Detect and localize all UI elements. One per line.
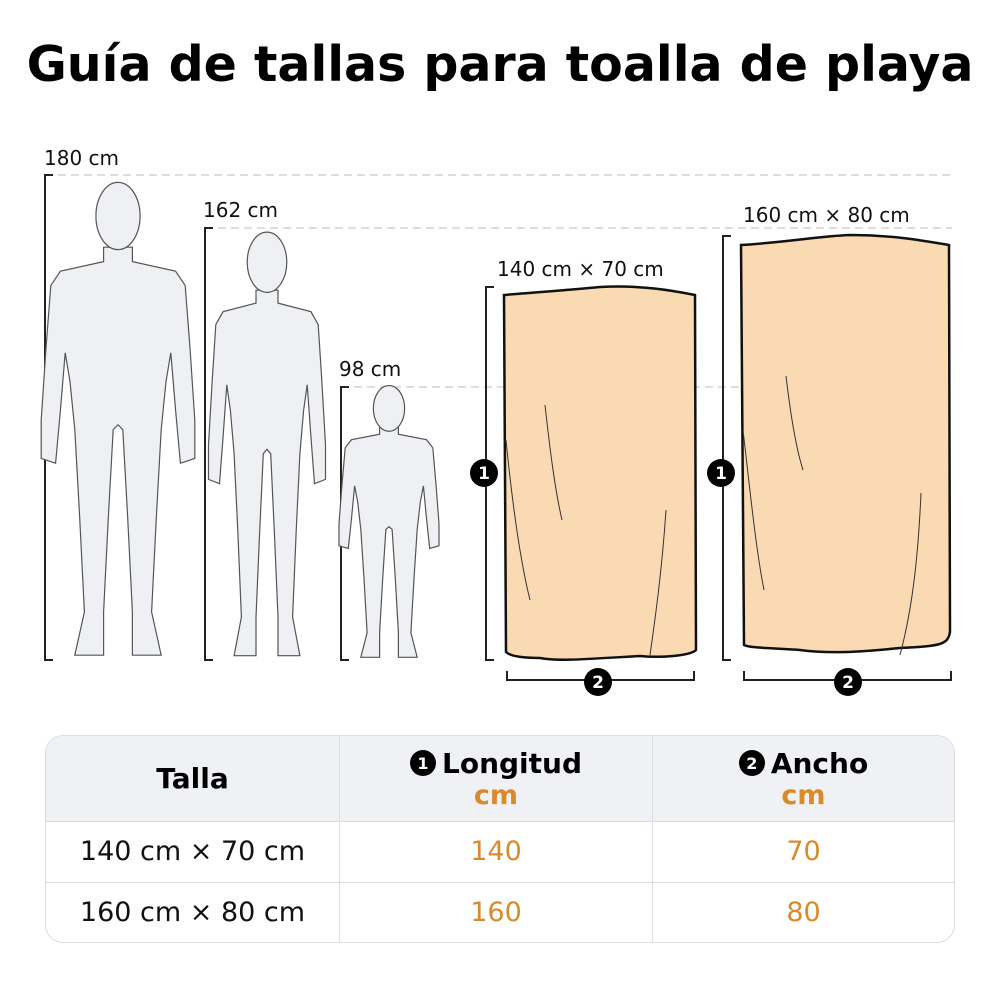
length-cell: 160 <box>470 896 522 928</box>
badge-length-2: 1 <box>707 459 735 487</box>
table-header: Talla 1 Longitud cm 2 Ancho cm <box>46 736 954 822</box>
towel-large <box>739 233 952 654</box>
page-title: Guía de tallas para toalla de playa <box>26 36 974 93</box>
badge-width-2: 2 <box>834 668 862 696</box>
towel-fold <box>899 492 922 656</box>
man-head <box>95 181 141 251</box>
badge-width-1: 2 <box>584 668 612 696</box>
woman-silhouette <box>207 289 327 657</box>
header-size: Talla <box>156 762 229 795</box>
length-cell: 140 <box>470 836 522 867</box>
length-bracket-towel-2 <box>722 235 731 661</box>
woman-head <box>246 231 288 293</box>
svg-text:2: 2 <box>842 673 854 693</box>
table-row: 160 cm × 80 cm 160 80 <box>46 882 954 942</box>
svg-text:1: 1 <box>715 464 727 484</box>
child-silhouette <box>338 425 440 658</box>
woman-height-label: 162 cm <box>203 198 278 222</box>
header-width: Ancho <box>770 746 869 780</box>
table-row: 140 cm × 70 cm 140 70 <box>46 821 954 883</box>
towel-large-label: 160 cm × 80 cm <box>743 203 910 227</box>
header-width-unit: cm <box>781 779 826 811</box>
child-head <box>372 384 406 432</box>
child-height-label: 98 cm <box>339 357 401 381</box>
size-diagram: 1 2 1 2 180 cm 162 cm 98 cm 140 cm × 70 … <box>40 146 952 696</box>
towel-small <box>502 285 698 661</box>
towel-fold <box>544 404 563 521</box>
towel-fold <box>785 375 804 471</box>
towel-fold <box>505 439 531 601</box>
width-badge-icon: 2 <box>738 750 765 776</box>
towel-fold <box>649 509 667 656</box>
width-cell: 70 <box>786 836 821 867</box>
width-cell: 80 <box>786 896 821 928</box>
length-badge-icon: 1 <box>409 750 436 776</box>
man-silhouette <box>40 246 196 656</box>
towel-fold <box>742 429 765 591</box>
man-height-label: 180 cm <box>44 146 119 170</box>
size-table: Talla 1 Longitud cm 2 Ancho cm 140 cm × 70… <box>45 735 955 943</box>
svg-text:2: 2 <box>592 673 604 693</box>
badge-length-1: 1 <box>470 459 498 487</box>
size-cell: 140 cm × 70 cm <box>79 836 306 867</box>
towel-small-label: 140 cm × 70 cm <box>497 257 664 281</box>
header-length: Longitud <box>441 746 582 780</box>
header-length-unit: cm <box>473 779 519 811</box>
height-bracket-woman <box>204 227 213 661</box>
size-cell: 160 cm × 80 cm <box>79 896 306 928</box>
svg-text:1: 1 <box>478 464 490 484</box>
